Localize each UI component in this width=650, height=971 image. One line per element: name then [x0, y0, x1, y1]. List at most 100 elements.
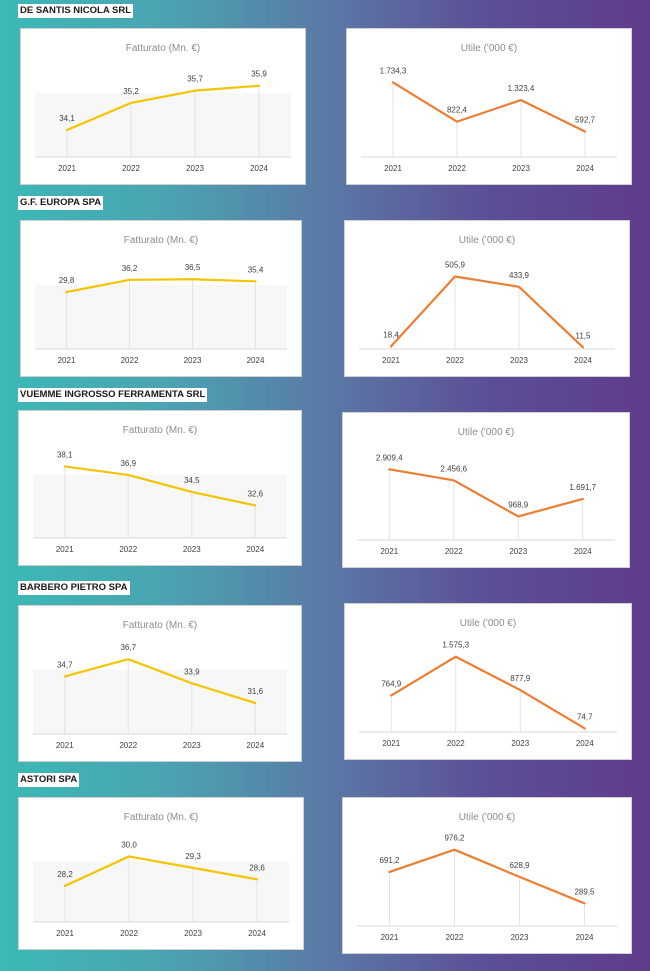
x-tick-label: 2021 — [56, 929, 74, 938]
data-label: 433,9 — [509, 271, 530, 280]
x-tick-label: 2021 — [56, 741, 74, 750]
x-tick-label: 2024 — [248, 929, 266, 938]
x-tick-label: 2022 — [119, 741, 137, 750]
data-label: 29,8 — [59, 276, 75, 285]
data-label: 1.575,3 — [442, 641, 469, 650]
series-line — [388, 848, 586, 905]
data-label: 30,0 — [121, 840, 137, 849]
x-tick-label: 2022 — [122, 164, 140, 173]
data-label: 2.909,4 — [376, 453, 403, 462]
data-label: 289,5 — [574, 887, 595, 896]
data-label: 1.734,3 — [380, 66, 407, 75]
data-label: 28,2 — [57, 870, 73, 879]
series-line — [390, 655, 586, 730]
x-tick-label: 2024 — [576, 739, 594, 748]
revenue-chart-card: Fatturato (Mn. €) 38,1 36,9 34,5 32,6 2021 202… — [18, 410, 302, 566]
revenue-chart-card: Fatturato (Mn. €) 34,1 35,2 35,7 35,9 2021 202… — [20, 28, 306, 185]
x-tick-label: 2022 — [445, 547, 463, 556]
data-label: 28,6 — [249, 863, 265, 872]
data-label: 34,5 — [184, 476, 200, 485]
x-tick-label: 2022 — [446, 933, 464, 942]
profit-chart-card: Utile ('000 €) 691,2 976,2 628,9 289,5 2021 20… — [342, 797, 632, 954]
profit-line-chart: Utile ('000 €) 764,9 1.575,3 877,9 74,7 2021 2… — [359, 618, 617, 748]
data-label: 822,4 — [447, 106, 468, 115]
x-tick-label: 2022 — [447, 739, 465, 748]
x-tick-label: 2021 — [380, 547, 398, 556]
chart-title: Fatturato (Mn. €) — [123, 425, 197, 436]
chart-title: Utile ('000 €) — [459, 235, 515, 246]
x-tick-label: 2023 — [510, 356, 528, 365]
x-tick-label: 2022 — [448, 164, 466, 173]
series-line — [63, 855, 259, 888]
data-label: 976,2 — [444, 834, 465, 843]
x-tick-label: 2024 — [576, 164, 594, 173]
profit-line-chart: Utile ('000 €) 18,4 505,9 433,9 11,5 2021 2022… — [359, 235, 615, 365]
revenue-chart-card: Fatturato (Mn. €) 29,8 36,2 36,5 35,4 2021 202… — [20, 220, 302, 377]
revenue-line-chart: Fatturato (Mn. €) 34,7 36,7 33,9 31,6 2021 202… — [33, 620, 287, 750]
data-label: 38,1 — [57, 450, 73, 459]
company-name: VUEMME INGROSSO FERRAMENTA SRL — [18, 388, 208, 402]
x-tick-label: 2021 — [381, 933, 399, 942]
chart-title: Fatturato (Mn. €) — [123, 620, 197, 631]
revenue-line-chart: Fatturato (Mn. €) 29,8 36,2 36,5 35,4 2021 202… — [35, 235, 287, 365]
x-tick-label: 2022 — [120, 929, 138, 938]
chart-title: Fatturato (Mn. €) — [124, 812, 198, 823]
x-tick-label: 2023 — [512, 164, 530, 173]
x-tick-label: 2022 — [446, 356, 464, 365]
x-tick-label: 2023 — [183, 545, 201, 554]
x-tick-label: 2021 — [382, 356, 400, 365]
revenue-chart-card: Fatturato (Mn. €) 34,7 36,7 33,9 31,6 2021 202… — [18, 605, 302, 762]
x-tick-label: 2023 — [183, 741, 201, 750]
profit-chart-card: Utile ('000 €) 2.909,4 2.456,6 968,9 1.691,7… — [342, 412, 630, 568]
data-label: 1.323,4 — [508, 84, 535, 93]
data-label: 968,9 — [508, 500, 529, 509]
chart-title: Fatturato (Mn. €) — [124, 235, 198, 246]
revenue-line-chart: Fatturato (Mn. €) 38,1 36,9 34,5 32,6 2021 202… — [33, 425, 287, 554]
data-label: 36,5 — [185, 263, 201, 272]
series-line — [63, 658, 257, 705]
series-line — [388, 468, 584, 518]
company-name: BARBERO PIETRO SPA — [18, 581, 130, 595]
data-label: 11,5 — [576, 331, 592, 340]
x-tick-label: 2022 — [121, 356, 139, 365]
x-tick-label: 2021 — [58, 356, 76, 365]
data-label: 691,2 — [379, 856, 400, 865]
revenue-line-chart: Fatturato (Mn. €) 28,2 30,0 29,3 28,6 2021 202… — [33, 812, 289, 938]
revenue-chart-card: Fatturato (Mn. €) 28,2 30,0 29,3 28,6 2021 202… — [18, 797, 304, 950]
data-label: 592,7 — [575, 116, 596, 125]
x-tick-label: 2023 — [511, 933, 529, 942]
series-line — [389, 275, 585, 349]
data-label: 1.691,7 — [569, 483, 596, 492]
plot-band — [33, 862, 289, 922]
chart-title: Utile ('000 €) — [458, 427, 514, 438]
data-label: 74,7 — [577, 712, 593, 721]
x-tick-label: 2024 — [574, 356, 592, 365]
x-tick-label: 2021 — [382, 739, 400, 748]
x-tick-label: 2024 — [246, 741, 264, 750]
data-label: 34,7 — [57, 660, 73, 669]
x-tick-label: 2023 — [184, 929, 202, 938]
x-tick-label: 2023 — [511, 739, 529, 748]
profit-line-chart: Utile ('000 €) 2.909,4 2.456,6 968,9 1.691,7… — [357, 427, 615, 556]
company-name: G.F. EUROPA SPA — [18, 196, 104, 210]
chart-title: Utile ('000 €) — [460, 618, 516, 629]
x-tick-label: 2021 — [56, 545, 74, 554]
data-label: 18,4 — [383, 330, 399, 339]
data-label: 505,9 — [445, 260, 466, 269]
x-tick-label: 2024 — [247, 356, 265, 365]
x-tick-label: 2024 — [574, 547, 592, 556]
data-label: 877,9 — [510, 674, 531, 683]
plot-band — [35, 93, 291, 157]
data-label: 35,7 — [187, 75, 203, 84]
data-label: 36,9 — [120, 459, 136, 468]
profit-line-chart: Utile ('000 €) 691,2 976,2 628,9 289,5 2021 20… — [357, 812, 617, 942]
profit-chart-card: Utile ('000 €) 18,4 505,9 433,9 11,5 2021 2022… — [344, 220, 630, 377]
series-line — [65, 278, 257, 294]
company-name: ASTORI SPA — [18, 773, 80, 787]
series-line — [391, 81, 587, 133]
x-tick-label: 2022 — [119, 545, 137, 554]
x-tick-label: 2024 — [246, 545, 264, 554]
data-label: 34,1 — [59, 114, 75, 123]
data-label: 764,9 — [381, 679, 402, 688]
data-label: 628,9 — [509, 861, 530, 870]
